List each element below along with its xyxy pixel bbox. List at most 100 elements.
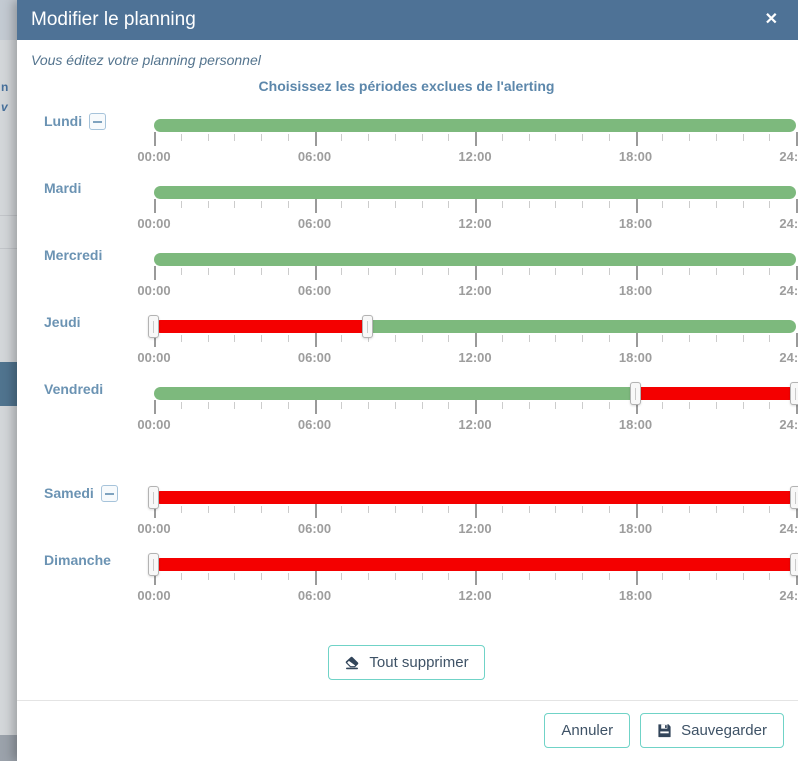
day-row-dimanche: Dimanche 00:00 06:00 12:00 18:00 24:00 — [31, 552, 798, 619]
day-slider[interactable]: 00:00 06:00 12:00 18:00 24:00 — [137, 382, 798, 435]
excluded-period-segment — [154, 558, 796, 571]
tick-mark — [180, 402, 182, 409]
tick-mark — [154, 199, 156, 213]
tick-mark — [475, 266, 477, 280]
tick-mark — [582, 573, 583, 580]
slider-handle[interactable] — [148, 315, 159, 338]
tick-mark — [769, 134, 771, 141]
included-period-segment — [154, 387, 636, 400]
tick-mark — [207, 201, 209, 208]
tick-label: 12:00 — [458, 283, 492, 298]
slider-handle[interactable] — [362, 315, 373, 338]
clear-all-label: Tout supprimer — [369, 654, 469, 671]
day-slider[interactable]: 00:00 06:00 12:00 18:00 24:00 — [137, 486, 798, 539]
handle-grip — [153, 492, 154, 504]
tick-mark — [608, 402, 610, 409]
handle-grip — [153, 321, 154, 333]
tick-mark — [528, 335, 530, 342]
day-label: Dimanche — [44, 552, 111, 568]
excluded-period-segment — [154, 320, 368, 333]
tick-mark — [635, 266, 638, 280]
slider-handle[interactable] — [629, 382, 641, 405]
tick-label: 24:00 — [779, 283, 798, 298]
tick-mark — [421, 573, 423, 580]
backdrop-footer-fragment — [0, 735, 17, 761]
tick-mark — [448, 201, 450, 208]
minus-icon — [104, 493, 114, 495]
slider-track — [154, 119, 796, 132]
backdrop-table-header-fragment — [0, 362, 17, 406]
tick-mark — [475, 199, 477, 213]
tick-label: 18:00 — [618, 588, 653, 603]
tick-mark — [501, 268, 503, 275]
day-slider[interactable]: 00:00 06:00 12:00 18:00 24:00 — [137, 186, 798, 234]
tick-mark — [234, 573, 236, 580]
tick-mark — [475, 504, 477, 518]
day-slider[interactable]: 00:00 06:00 12:00 18:00 24:00 — [137, 553, 798, 606]
tick-label: 06:00 — [297, 149, 332, 164]
tick-mark — [314, 400, 317, 414]
day-row-mercredi: Mercredi 00:00 06:00 12:00 18:00 24:00 — [31, 247, 798, 314]
slider-handle[interactable] — [790, 486, 798, 509]
day-slider[interactable]: 00:00 06:00 12:00 18:00 24:00 — [137, 119, 798, 167]
remove-day-button[interactable] — [89, 113, 107, 130]
tick-mark — [662, 268, 664, 275]
tick-label: 00:00 — [137, 521, 171, 536]
tick-mark — [421, 506, 423, 513]
tick-mark — [608, 573, 610, 580]
tick-mark — [368, 335, 369, 342]
clear-all-button[interactable]: Tout supprimer — [328, 645, 485, 680]
slider-track — [154, 320, 796, 333]
close-icon[interactable]: ✕ — [761, 10, 782, 30]
remove-day-button[interactable] — [100, 485, 118, 502]
tick-mark — [287, 402, 289, 409]
tick-mark — [475, 333, 477, 347]
tick-mark — [555, 573, 557, 580]
tick-mark — [341, 268, 343, 275]
tick-mark — [394, 573, 396, 580]
tick-mark — [582, 402, 583, 409]
tick-mark — [180, 506, 182, 513]
tick-mark — [261, 201, 262, 208]
tick-label: 00:00 — [137, 350, 171, 365]
slider-handle[interactable] — [790, 382, 798, 405]
tick-mark — [368, 506, 369, 513]
day-label: Vendredi — [44, 381, 104, 397]
tick-label: 24:00 — [779, 588, 798, 603]
tick-label: 06:00 — [297, 283, 332, 298]
tick-mark — [154, 504, 156, 518]
slider-handle[interactable] — [148, 553, 159, 576]
slider-handle[interactable] — [148, 486, 159, 509]
day-schedule-list: Lundi 00:00 06:00 12:00 18:00 24:00 Mardi 00… — [31, 113, 798, 619]
slider-handle[interactable] — [790, 553, 798, 576]
tick-label: 00:00 — [137, 283, 171, 298]
day-slider[interactable]: 00:00 06:00 12:00 18:00 24:00 — [137, 253, 798, 301]
tick-label: 18:00 — [618, 417, 653, 432]
tick-mark — [635, 571, 638, 585]
tick-mark — [501, 335, 503, 342]
tick-mark — [769, 402, 771, 409]
tick-mark — [234, 268, 236, 275]
tick-mark — [421, 268, 423, 275]
handle-grip — [795, 492, 796, 504]
day-label: Samedi — [44, 485, 94, 501]
tick-mark — [662, 573, 664, 580]
tick-mark — [207, 268, 209, 275]
tick-mark — [314, 266, 317, 280]
tick-label: 00:00 — [137, 216, 171, 231]
modal-footer: Annuler Sauvegarder — [17, 700, 798, 761]
handle-grip — [367, 321, 368, 333]
tick-mark — [715, 201, 717, 208]
tick-mark — [154, 571, 156, 585]
day-slider[interactable]: 00:00 06:00 12:00 18:00 24:00 — [137, 315, 798, 368]
day-row-samedi: Samedi 00:00 06:00 12:00 18:00 24:00 — [31, 485, 798, 552]
tick-mark — [796, 571, 798, 585]
cancel-button[interactable]: Annuler — [544, 713, 631, 748]
tick-mark — [368, 201, 369, 208]
save-button[interactable]: Sauvegarder — [640, 713, 784, 748]
tick-mark — [154, 132, 156, 146]
tick-mark — [261, 402, 262, 409]
tick-mark — [207, 573, 209, 580]
tick-mark — [448, 506, 450, 513]
tick-mark — [555, 506, 557, 513]
